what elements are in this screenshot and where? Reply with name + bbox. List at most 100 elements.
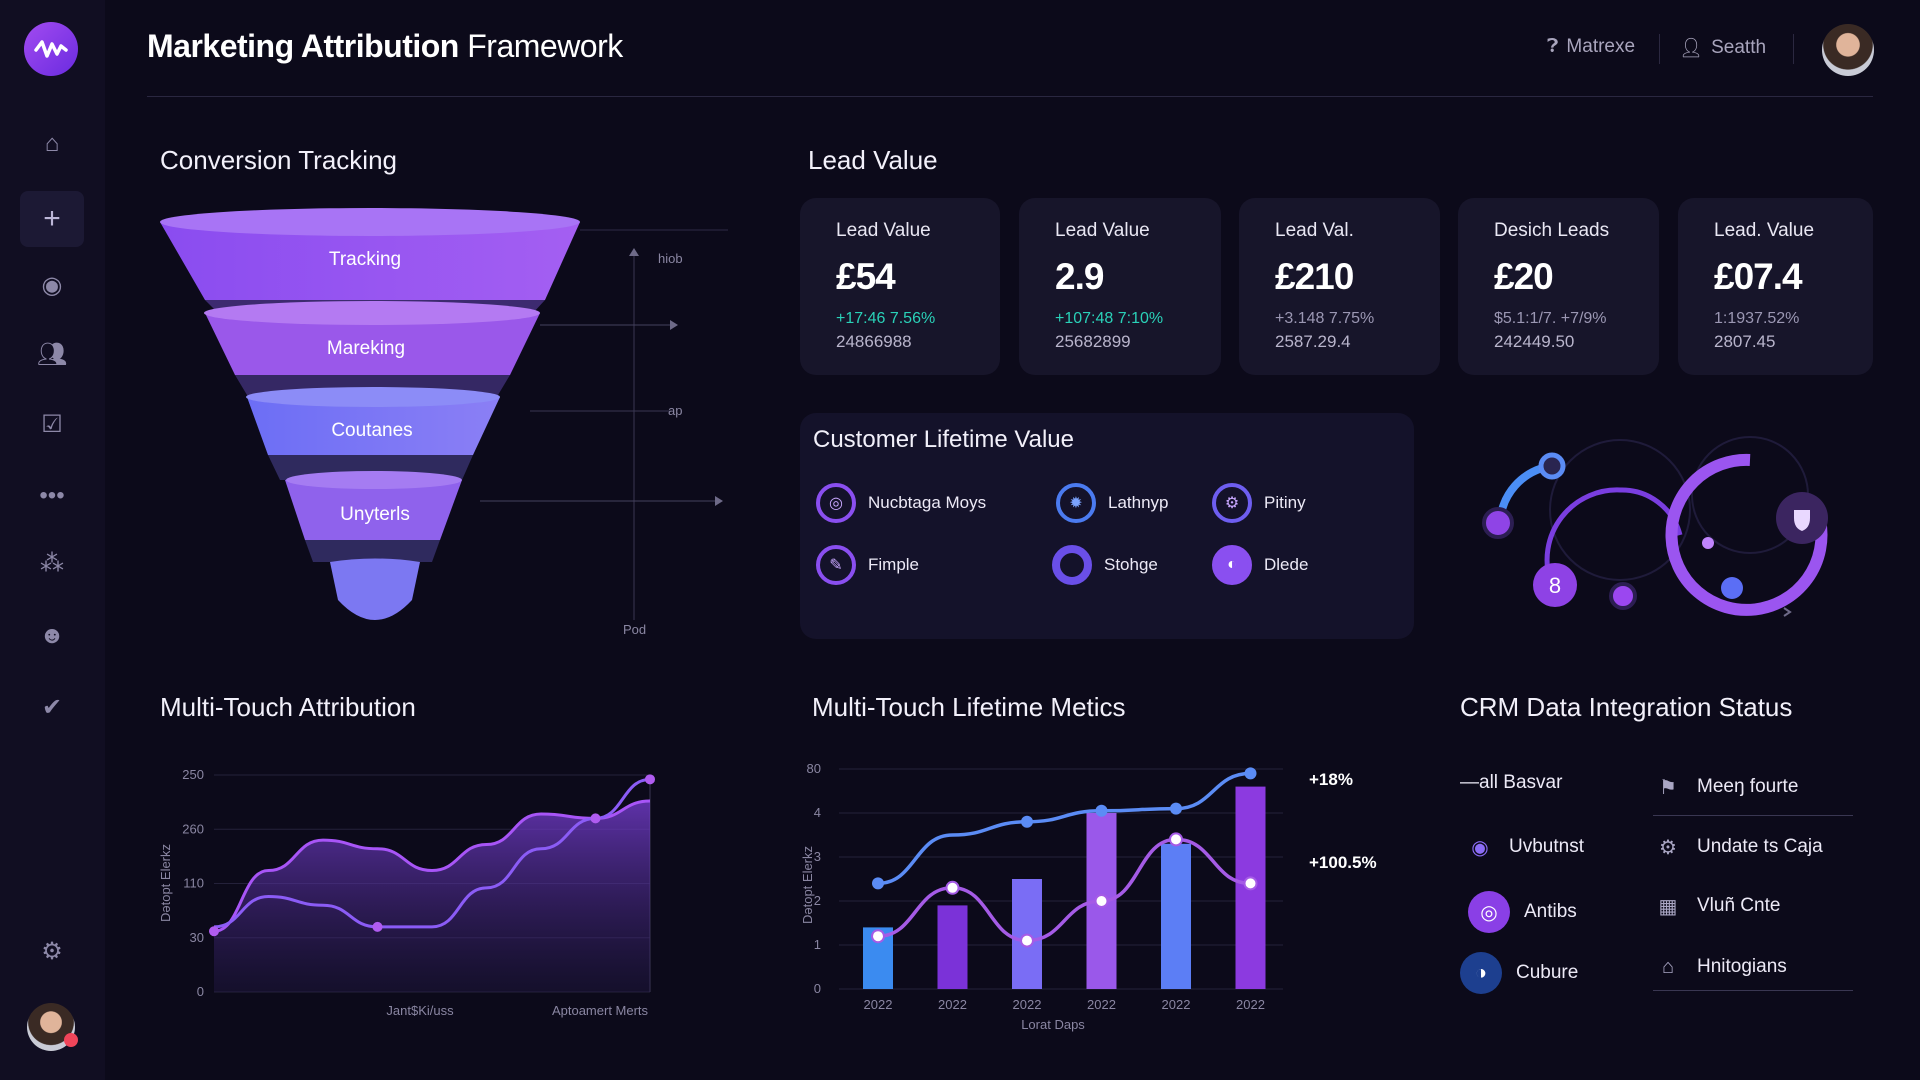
plus-icon[interactable]: +	[20, 191, 84, 247]
checklist-icon[interactable]: ☑	[41, 410, 63, 438]
y-tick-label: 0	[814, 981, 821, 996]
gear-icon[interactable]: ⚙	[41, 937, 63, 965]
y-axis-label: Dətopt Elerkz	[158, 844, 173, 922]
data-point	[1243, 876, 1258, 891]
card-value: 2.9	[1055, 256, 1104, 297]
card-sub: 2587.29.4	[1275, 332, 1351, 351]
clv-item[interactable]: ✹ Lathnyp	[1056, 483, 1169, 523]
data-point	[645, 774, 655, 785]
funnel-label: ap	[668, 403, 682, 418]
grid-icon: ▦	[1658, 895, 1678, 918]
funnel-stage-coutanes[interactable]	[247, 390, 500, 461]
series-line	[877, 837, 1251, 943]
lead-value-card[interactable]: Desich Leads £20 $5.1:1/7. +7/9% 242449.…	[1458, 198, 1659, 375]
clv-item-label: Stohge	[1104, 555, 1158, 574]
data-point	[1244, 767, 1257, 780]
crm-icon: ⚙	[1659, 836, 1677, 859]
clv-item-label: Nucbtaga Moys	[868, 493, 987, 512]
y-tick-label: 2	[814, 893, 821, 908]
page-title: Marketing Attribution Framework	[147, 28, 623, 64]
card-change: 1:1937.52%	[1714, 310, 1800, 327]
annotation-18: +18%	[1309, 770, 1353, 789]
series-line	[877, 771, 1251, 886]
data-point	[1021, 815, 1033, 828]
crm-title: CRM Data Integration Status	[1460, 692, 1793, 722]
series-line-1	[213, 799, 651, 933]
funnel-label: hiob	[658, 251, 683, 266]
divider	[1653, 990, 1853, 991]
smile-icon[interactable]: ☻	[39, 622, 65, 649]
lead-value-card[interactable]: Lead Value £54 +17:46 7.56% 24866988	[800, 198, 1000, 375]
data-point	[372, 921, 383, 932]
crm-item-label: Cubure	[1516, 962, 1579, 983]
notification-dot	[64, 1033, 78, 1047]
clv-item-label: Fimple	[868, 555, 920, 574]
funnel-bottom	[330, 558, 420, 620]
cog-icon	[1052, 545, 1092, 585]
lead-value-card[interactable]: Lead Value 2.9 +107:48 7:10% 25682899	[1019, 198, 1221, 375]
profile-avatar[interactable]	[1822, 24, 1874, 76]
conversion-funnel: hiob ap Pod Tracking Mareking Coutanes U…	[160, 208, 728, 637]
card-label: Desich Leads	[1494, 220, 1610, 241]
crm-item[interactable]: ◉ Uvbutnst	[1465, 832, 1584, 862]
y-tick-label: 30	[190, 930, 204, 945]
card-sub: 25682899	[1055, 332, 1131, 351]
crm-item-label: Hnitogians	[1697, 956, 1787, 977]
annotation-100: +100.5%	[1309, 853, 1377, 872]
gear-icon: ✹	[1056, 483, 1096, 523]
funnel-stage-unyterls[interactable]	[285, 475, 462, 544]
analytics-icon[interactable]: ◉	[41, 271, 63, 299]
card-sub: 24866988	[836, 332, 912, 351]
crm-item[interactable]: —all Basvar	[1460, 772, 1562, 794]
funnel-stage-tracking[interactable]	[160, 211, 580, 305]
data-point	[945, 880, 960, 895]
crm-item[interactable]: ⚙ Undate ts Caja	[1653, 832, 1823, 862]
clv-item[interactable]: ⚙ Pitiny	[1212, 483, 1306, 523]
badge-check-icon[interactable]: ✔	[41, 693, 63, 721]
data-point	[209, 926, 219, 937]
header-item-matrexe[interactable]: ❓︎ Matrexe	[1547, 36, 1635, 58]
clv-item[interactable]: ◎ Nucbtaga Moys	[816, 483, 986, 523]
users-icon[interactable]: 👥︎	[36, 340, 68, 368]
crm-item[interactable]: ◎ Antibs	[1468, 891, 1577, 933]
x-tick-label: 2022	[1236, 997, 1265, 1012]
header-item-label: Seatth	[1711, 37, 1767, 58]
clv-item-label: Pitiny	[1264, 493, 1306, 512]
crm-item-label: Meeŋ fourte	[1697, 776, 1799, 797]
y-tick-label: 110	[183, 876, 204, 891]
crm-item[interactable]: ⚑ Meeŋ fourte	[1653, 772, 1798, 802]
lead-value-card[interactable]: Lead. Value £07.4 1:1937.52% 2807.45	[1678, 198, 1873, 375]
card-label: Lead Val.	[1275, 220, 1354, 241]
clv-item[interactable]: ✎ Fimple	[816, 545, 919, 585]
card-sub: 2807.45	[1714, 332, 1776, 351]
crm-item-label: Undate ts Caja	[1697, 836, 1823, 857]
clv-item[interactable]: Stohge	[1052, 545, 1158, 585]
crm-item-label: Vluñ Cnte	[1697, 895, 1781, 916]
crm-item[interactable]: ◑ Cubure	[1460, 952, 1578, 994]
more-icon[interactable]: •••	[39, 482, 65, 509]
card-value: £210	[1275, 256, 1354, 297]
header-item-seatth[interactable]: 👤︎ Seatth	[1679, 36, 1766, 60]
rocket-icon: ✎	[816, 545, 856, 585]
data-point	[1020, 933, 1034, 948]
stage-label: Unyterls	[340, 504, 410, 525]
logo-icon[interactable]	[24, 22, 78, 76]
clv-item[interactable]: ◐ Dlede	[1212, 545, 1308, 585]
card-value: £20	[1494, 256, 1554, 297]
funnel-stage-mareking[interactable]	[205, 305, 540, 381]
card-change: +17:46 7.56%	[836, 310, 936, 327]
team-icon[interactable]: ⁂	[40, 549, 64, 577]
lead-value-card[interactable]: Lead Val. £210 +3.148 7.75% 2587.29.4	[1239, 198, 1440, 375]
crm-item[interactable]: ▦ Vluñ Cnte	[1653, 891, 1781, 921]
y-axis-label: Dətopt Elerkz	[800, 846, 815, 924]
crm-item-label: Uvbutnst	[1509, 836, 1584, 857]
crm-item[interactable]: ⌂ Hnitogians	[1653, 952, 1787, 982]
crm-item-label: —all Basvar	[1460, 772, 1563, 793]
home-icon[interactable]: ⌂	[44, 130, 60, 157]
clv-rings-graphic: 8	[1482, 436, 1828, 617]
card-change: $5.1:1/7. +7/9%	[1494, 310, 1607, 327]
data-point	[590, 813, 601, 824]
crm-item-label: Antibs	[1524, 901, 1577, 922]
house-icon: ⌂	[1661, 955, 1675, 978]
card-label: Lead. Value	[1714, 220, 1815, 241]
